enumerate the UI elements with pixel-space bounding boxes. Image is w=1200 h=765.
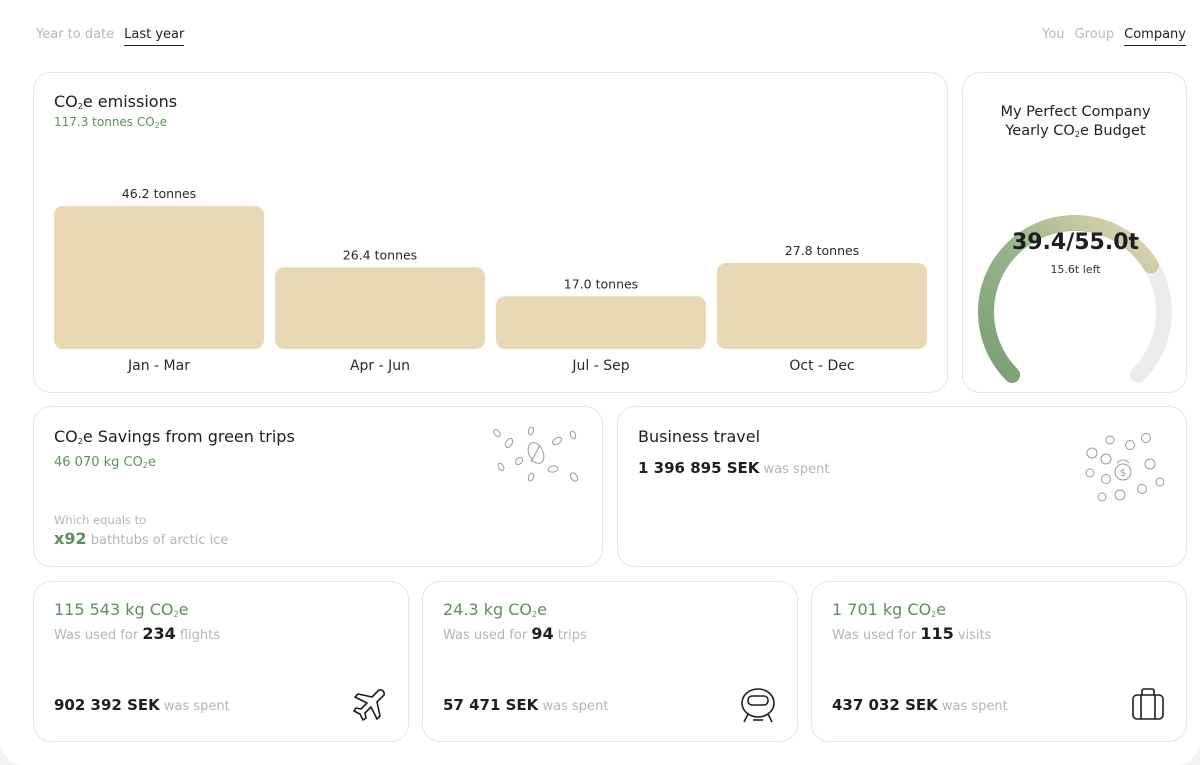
train-icon [741,688,775,723]
bar-value-label: 46.2 tonnes [122,186,196,201]
hotels-usage: Was used for 115 visits [832,624,992,643]
emissions-title: CO2e emissions [54,92,178,111]
hotels-stat-card: 1 701 kg CO2e Was used for 115 visits 43… [811,581,1187,742]
budget-card: My Perfect Company Yearly CO2e Budget 39… [962,72,1187,393]
hotels-spent: 437 032 SEK was spent [832,696,1008,714]
emissions-bar-chart: 46.2 tonnes Jan - Mar 26.4 tonnes Apr - Jun… [54,186,927,374]
leaves-icon [493,427,579,482]
emissions-total: 117.3 tonnes CO2e [54,115,168,130]
gauge-fill [978,215,1159,383]
flights-co2: 115 543 kg CO2e [54,600,189,619]
tab-group[interactable]: Group [1074,27,1115,42]
budget-gauge [978,215,1172,383]
trains-usage: Was used for 94 trips [443,624,587,643]
bar-3[interactable] [496,296,706,349]
hotels-co2: 1 701 kg CO2e [832,600,947,619]
budget-title: My Perfect Company Yearly CO2e Budget [1000,104,1151,139]
scope-tabs: You Group Company [1042,27,1186,46]
savings-amount: 46 070 kg CO2e [54,455,156,470]
emissions-card: 46.2 tonnes Jan - Mar 26.4 tonnes Apr - Jun… [33,72,948,393]
business-title: Business travel [638,427,761,446]
bar-2[interactable] [275,267,485,349]
flights-spent: 902 392 SEK was spent [54,696,230,714]
bar-value-label: 27.8 tonnes [785,243,859,258]
savings-equivalent: x92 bathtubs of arctic ice [54,529,229,548]
flights-stat-card: 115 543 kg CO2e Was used for 234 flights… [33,581,409,742]
budget-value: 39.4/55.0t [1011,230,1140,255]
bar-4[interactable] [717,262,927,349]
tab-last-year[interactable]: Last year [124,27,185,46]
trains-stat-card: 24.3 kg CO2e Was used for 94 trips 57 47… [422,581,798,742]
bar-value-label: 17.0 tonnes [564,276,638,291]
business-travel-card: Business travel 1 396 895 SEK was spent … [617,406,1187,567]
bar-category-label: Jan - Mar [127,358,190,374]
savings-equals-label: Which equals to [54,513,147,527]
bar-category-label: Apr - Jun [350,358,410,374]
flights-usage: Was used for 234 flights [54,624,221,643]
svg-text:$: $ [1120,468,1126,479]
tab-company[interactable]: Company [1124,27,1186,46]
bar-category-label: Jul - Sep [571,358,629,374]
trains-spent: 57 471 SEK was spent [443,696,609,714]
coins-icon: $ [1085,433,1164,502]
business-spent: 1 396 895 SEK was spent [638,459,830,477]
bar-category-label: Oct - Dec [789,358,854,374]
bar-1[interactable] [54,206,264,349]
tab-you[interactable]: You [1042,27,1065,42]
airplane-icon [353,689,385,721]
trains-co2: 24.3 kg CO2e [443,600,547,619]
bar-value-label: 26.4 tonnes [343,247,417,262]
period-tabs: Year to date Last year [36,27,185,46]
suitcase-icon [1132,688,1164,720]
savings-card: CO2e Savings from green trips 46 070 kg … [33,406,603,567]
budget-remaining: 15.6t left [1050,263,1101,276]
tab-year-to-date[interactable]: Year to date [36,27,115,42]
savings-title: CO2e Savings from green trips [54,427,295,446]
